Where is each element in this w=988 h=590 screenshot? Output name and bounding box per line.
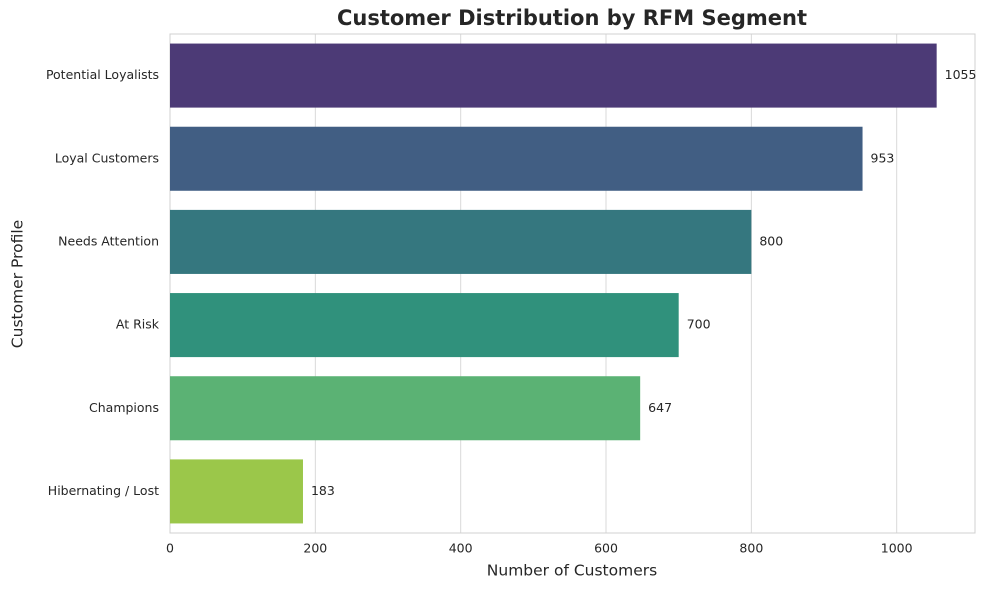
x-tick-label: 400 xyxy=(449,541,473,556)
bar xyxy=(170,43,937,108)
x-tick-label: 800 xyxy=(739,541,763,556)
x-axis-label: Number of Customers xyxy=(487,562,657,580)
bar xyxy=(170,293,679,358)
data-label: 647 xyxy=(648,400,672,415)
x-tick-label: 200 xyxy=(303,541,327,556)
y-tick-label: Loyal Customers xyxy=(55,150,159,165)
x-tick-label: 600 xyxy=(594,541,618,556)
bar xyxy=(170,126,863,191)
x-tick-label: 1000 xyxy=(881,541,913,556)
x-tick-label: 0 xyxy=(166,541,174,556)
bar xyxy=(170,376,641,441)
data-label: 800 xyxy=(759,233,783,248)
y-tick-label: At Risk xyxy=(116,317,160,332)
y-tick-label: Potential Loyalists xyxy=(46,67,159,82)
plot-frame xyxy=(169,33,976,534)
data-label: 700 xyxy=(687,317,711,332)
bar xyxy=(170,459,303,524)
y-axis-label: Customer Profile xyxy=(9,220,27,348)
data-label: 953 xyxy=(871,150,895,165)
data-label: 1055 xyxy=(945,67,977,82)
y-tick-label: Needs Attention xyxy=(58,233,159,248)
y-tick-label: Hibernating / Lost xyxy=(48,483,159,498)
data-label: 183 xyxy=(311,483,335,498)
bar xyxy=(170,209,752,274)
chart-title: Customer Distribution by RFM Segment xyxy=(337,6,807,30)
y-tick-label: Champions xyxy=(89,400,159,415)
